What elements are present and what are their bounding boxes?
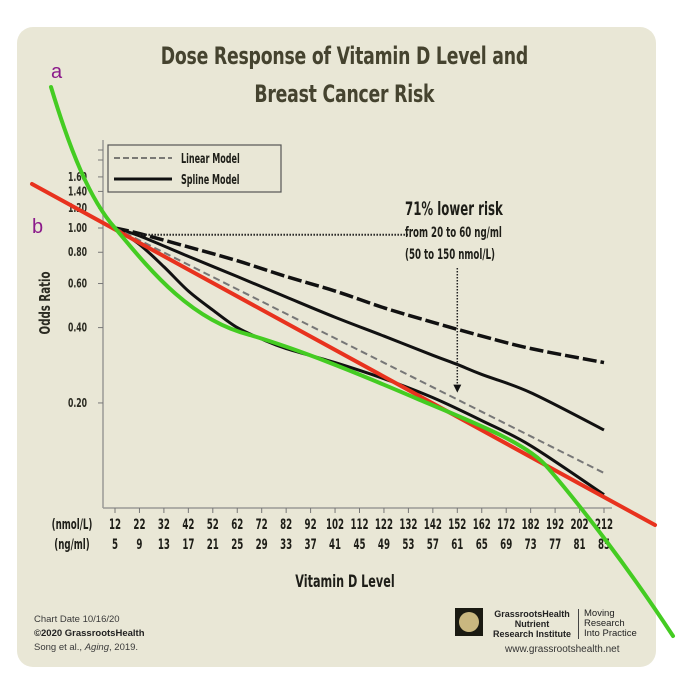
x-tick-label-ngml: 73 xyxy=(525,536,537,553)
website-url[interactable]: www.grassrootshealth.net xyxy=(505,644,620,655)
copyright: ©2020 GrassrootsHealth xyxy=(34,628,145,639)
annotation-arrow-head xyxy=(453,384,462,393)
x-tick-label-ngml: 25 xyxy=(231,536,243,553)
annotation-headline: 71% lower risk xyxy=(405,197,503,220)
y-axis-title: Odds Ratio xyxy=(37,271,55,334)
x-tick-label-nmol: 62 xyxy=(231,516,243,533)
legend-label-linear: Linear Model xyxy=(181,151,240,167)
org-line-1: GrassrootsHealth xyxy=(494,609,570,619)
x-tick-label-ngml: 69 xyxy=(500,536,512,553)
x-tick-label-nmol: 152 xyxy=(448,516,466,533)
y-tick-label: 1.00 xyxy=(68,221,87,235)
legend-label-spline: Spline Model xyxy=(181,172,240,188)
vitruvian-figure-icon xyxy=(459,612,479,632)
annotation-ngml-range: from 20 to 60 ng/ml xyxy=(405,224,502,241)
x-tick-label-nmol: 72 xyxy=(256,516,268,533)
overlay-label-b: b xyxy=(32,216,43,238)
y-tick-label: 0.20 xyxy=(68,396,87,410)
y-tick-label: 1.40 xyxy=(68,185,87,199)
annotation-nmol-range: (50 to 150 nmol/L) xyxy=(405,246,495,263)
x-tick-label-ngml: 5 xyxy=(112,536,118,553)
x-axis-title: Vitamin D Level xyxy=(295,573,394,592)
x-tick-label-ngml: 45 xyxy=(353,536,365,553)
x-tick-label-ngml: 65 xyxy=(476,536,488,553)
overlay-label-a: a xyxy=(51,61,63,83)
x-tick-label-nmol: 102 xyxy=(326,516,344,533)
tagline-line-2: Research xyxy=(584,618,625,629)
tagline: Moving Research Into Practice xyxy=(578,609,637,639)
x-tick-label-ngml: 9 xyxy=(136,536,142,553)
x-tick-label-ngml: 77 xyxy=(549,536,561,553)
annotations: 71% lower risk from 20 to 60 ng/ml (50 to … xyxy=(405,197,503,393)
x-tick-label-nmol: 212 xyxy=(595,516,613,533)
org-line-2: Nutrient xyxy=(514,619,550,629)
x-tick-label-nmol: 12 xyxy=(109,516,121,533)
citation: Song et al., Aging, 2019. xyxy=(34,642,138,653)
chart-title-line-1: Dose Response of Vitamin D Level and xyxy=(160,42,528,70)
x-tick-label-ngml: 17 xyxy=(182,536,194,553)
y-tick-label: 0.80 xyxy=(68,245,87,259)
x-tick-label-nmol: 182 xyxy=(522,516,540,533)
x-tick-label-ngml: 37 xyxy=(305,536,317,553)
x-tick-label-nmol: 202 xyxy=(571,516,589,533)
legend-box xyxy=(107,144,282,193)
citation-authors: Song et al., xyxy=(34,642,85,653)
x-tick-label-ngml: 49 xyxy=(378,536,390,553)
org-name: GrassrootsHealth Nutrient Research Insti… xyxy=(488,609,576,639)
chart-date: Chart Date 10/16/20 xyxy=(34,614,120,625)
org-line-3: Research Institute xyxy=(492,629,572,639)
x-tick-label-ngml: 21 xyxy=(207,536,219,553)
overlay-line-a xyxy=(49,85,675,638)
series-line-linear-model xyxy=(114,227,605,474)
x-tick-label-ngml: 61 xyxy=(451,536,463,553)
overlay-layer: ab xyxy=(30,61,675,638)
x-tick-label-nmol: 162 xyxy=(473,516,491,533)
x-tick-label-nmol: 92 xyxy=(305,516,317,533)
chart-card xyxy=(17,27,656,667)
overlay-line-b xyxy=(30,182,657,527)
x-tick-label-ngml: 13 xyxy=(158,536,170,553)
x-tick-label-nmol: 82 xyxy=(280,516,292,533)
x-tick-label-nmol: 122 xyxy=(375,516,393,533)
x-tick-label-nmol: 132 xyxy=(399,516,417,533)
y-tick-label: 0.60 xyxy=(68,277,87,291)
x-unit-label-nmol: (nmol/L) xyxy=(52,516,93,533)
chart-title-line-2: Breast Cancer Risk xyxy=(254,80,435,108)
x-tick-label-nmol: 142 xyxy=(424,516,442,533)
citation-year: , 2019. xyxy=(109,642,139,653)
legend: Linear Model Spline Model xyxy=(107,144,282,193)
series-line-spline-model xyxy=(114,226,605,432)
x-tick-label-ngml: 29 xyxy=(256,536,268,553)
x-tick-label-ngml: 53 xyxy=(402,536,414,553)
x-tick-label-ngml: 41 xyxy=(329,536,341,553)
x-unit-label-ngml: (ng/ml) xyxy=(54,536,89,553)
citation-journal: Aging xyxy=(84,642,110,653)
x-tick-label-nmol: 42 xyxy=(182,516,194,533)
x-tick-label-nmol: 192 xyxy=(546,516,564,533)
series-line-spline-model-upper-ci xyxy=(114,226,605,365)
x-tick-label-ngml: 33 xyxy=(280,536,292,553)
x-tick-label-nmol: 172 xyxy=(497,516,515,533)
x-tick-label-nmol: 32 xyxy=(158,516,170,533)
y-tick-label: 0.40 xyxy=(68,321,87,335)
x-tick-label-nmol: 22 xyxy=(133,516,145,533)
x-tick-label-nmol: 52 xyxy=(207,516,219,533)
x-tick-label-ngml: 57 xyxy=(427,536,439,553)
x-tick-label-nmol: 112 xyxy=(350,516,368,533)
tagline-line-3: Into Practice xyxy=(584,628,637,639)
tagline-line-1: Moving xyxy=(584,608,615,619)
x-tick-label-ngml: 81 xyxy=(574,536,586,553)
